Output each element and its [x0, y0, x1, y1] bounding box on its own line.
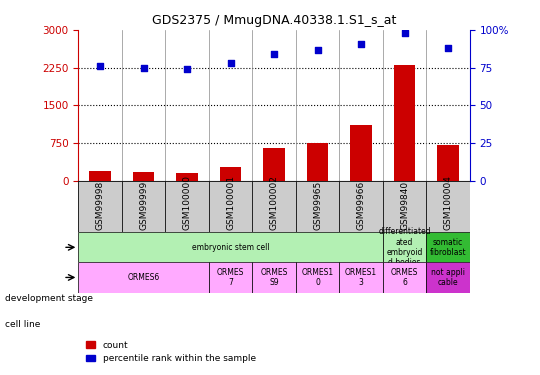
Bar — [437, 146, 459, 181]
Point — [400, 30, 409, 36]
Bar — [350, 125, 372, 181]
Text: GSM99840: GSM99840 — [400, 180, 409, 230]
Text: differentiated
ated
embryoid
d bodies: differentiated ated embryoid d bodies — [378, 227, 431, 267]
Bar — [383, 262, 426, 292]
Bar — [383, 181, 426, 232]
Bar — [296, 262, 339, 292]
Text: development stage: development stage — [5, 294, 93, 303]
Text: ORMES
6: ORMES 6 — [391, 268, 418, 287]
Text: ORMES
7: ORMES 7 — [217, 268, 244, 287]
Bar — [296, 181, 339, 232]
Bar — [383, 232, 426, 262]
Bar — [78, 262, 209, 292]
Point — [313, 46, 322, 53]
Bar — [252, 181, 296, 232]
Text: embryonic stem cell: embryonic stem cell — [192, 243, 269, 252]
Bar — [122, 181, 165, 232]
Bar — [426, 262, 470, 292]
Text: GSM99998: GSM99998 — [96, 180, 105, 230]
Bar — [339, 262, 383, 292]
Legend: count, percentile rank within the sample: count, percentile rank within the sample — [83, 337, 259, 367]
Bar — [339, 181, 383, 232]
Text: GSM100002: GSM100002 — [269, 175, 279, 230]
Bar — [78, 232, 383, 262]
Point — [357, 40, 366, 46]
Bar — [426, 232, 470, 262]
Bar — [176, 172, 198, 181]
Text: cell line: cell line — [5, 320, 41, 329]
Text: ORMES6: ORMES6 — [127, 273, 160, 282]
Text: GSM100004: GSM100004 — [443, 175, 453, 230]
Text: somatic
fibroblast: somatic fibroblast — [430, 238, 467, 257]
Text: GSM99999: GSM99999 — [139, 180, 148, 230]
Bar — [426, 181, 470, 232]
Title: GDS2375 / MmugDNA.40338.1.S1_s_at: GDS2375 / MmugDNA.40338.1.S1_s_at — [152, 15, 396, 27]
Point — [139, 64, 148, 70]
Bar — [220, 166, 241, 181]
Point — [183, 66, 191, 72]
Bar — [209, 181, 252, 232]
Point — [226, 60, 235, 66]
Text: ORMES1
0: ORMES1 0 — [301, 268, 334, 287]
Point — [270, 51, 279, 57]
Text: GSM100000: GSM100000 — [183, 175, 192, 230]
Bar — [89, 171, 111, 181]
Text: GSM99966: GSM99966 — [356, 180, 366, 230]
Bar — [307, 144, 328, 181]
Text: ORMES
S9: ORMES S9 — [260, 268, 288, 287]
Point — [444, 45, 453, 51]
Point — [96, 63, 104, 69]
Bar — [263, 148, 285, 181]
Text: GSM100001: GSM100001 — [226, 175, 235, 230]
Text: GSM99965: GSM99965 — [313, 180, 322, 230]
Bar — [133, 172, 154, 181]
Text: not appli
cable: not appli cable — [431, 268, 465, 287]
Bar — [394, 65, 415, 181]
Bar — [209, 262, 252, 292]
Bar — [252, 262, 296, 292]
Bar — [165, 181, 209, 232]
Bar — [78, 181, 122, 232]
Text: ORMES1
3: ORMES1 3 — [345, 268, 377, 287]
